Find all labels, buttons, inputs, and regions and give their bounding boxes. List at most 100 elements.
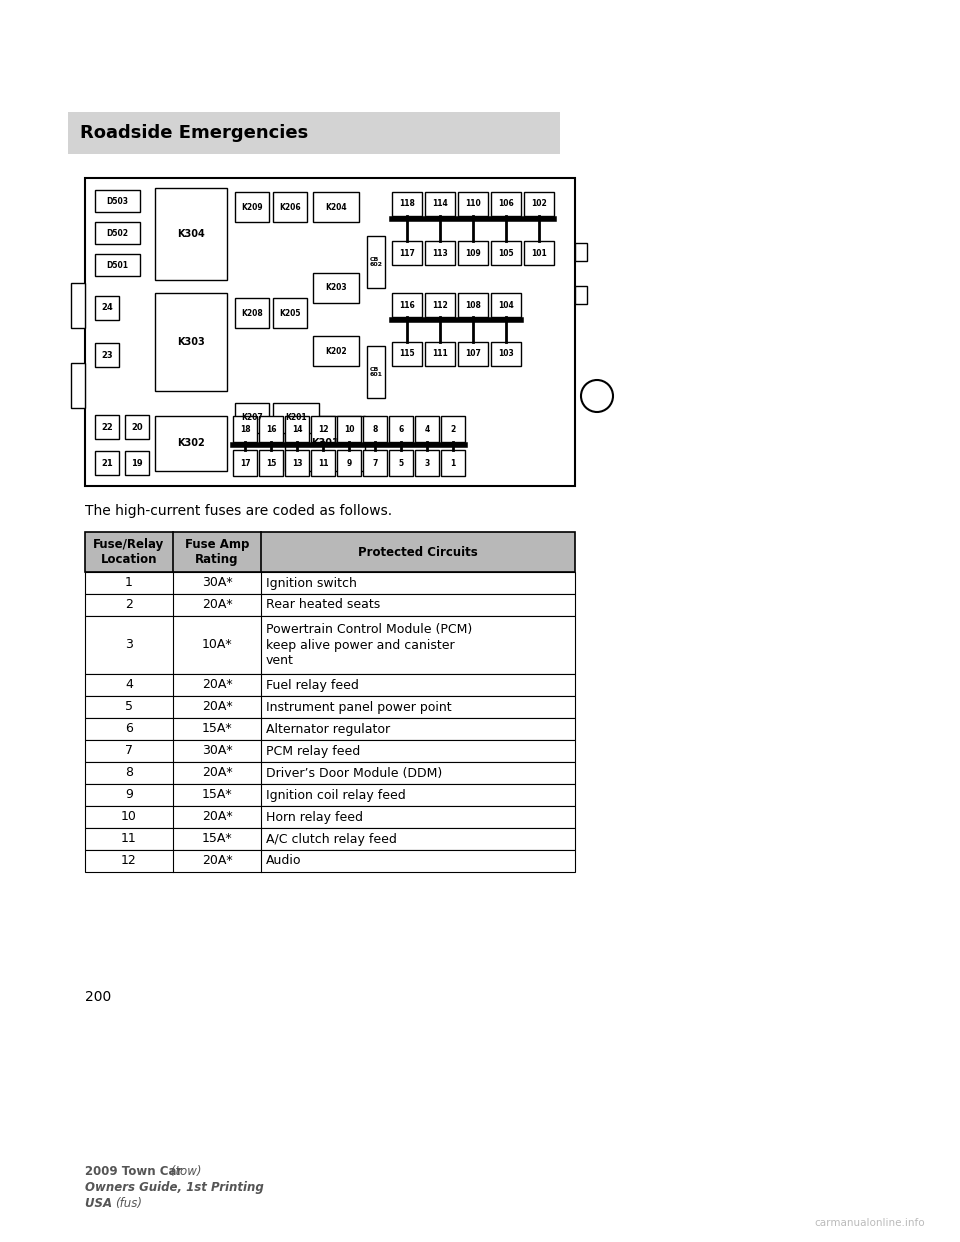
Text: K205: K205: [279, 308, 300, 318]
Text: A/C clutch relay feed: A/C clutch relay feed: [266, 832, 396, 846]
Text: 104: 104: [498, 301, 514, 309]
Text: 15A*: 15A*: [202, 723, 232, 735]
Bar: [313, 193, 359, 222]
Text: 20A*: 20A*: [202, 678, 232, 692]
Bar: [389, 416, 413, 442]
Bar: [425, 342, 455, 366]
Bar: [95, 255, 140, 276]
Text: 9: 9: [125, 789, 132, 801]
Bar: [235, 193, 269, 222]
Text: 8: 8: [372, 425, 377, 433]
Text: 14: 14: [292, 425, 302, 433]
Text: 109: 109: [466, 248, 481, 257]
Bar: [363, 450, 387, 476]
Text: 106: 106: [498, 200, 514, 209]
Text: 3: 3: [424, 458, 430, 467]
Bar: [313, 273, 359, 303]
Bar: [285, 416, 365, 471]
Bar: [155, 416, 227, 471]
Bar: [259, 416, 283, 442]
Bar: [363, 416, 387, 442]
Bar: [337, 450, 361, 476]
Text: 20: 20: [132, 422, 143, 431]
Circle shape: [581, 380, 613, 412]
Bar: [491, 193, 521, 216]
Text: 6: 6: [125, 723, 132, 735]
Text: 23: 23: [101, 350, 113, 359]
Bar: [85, 718, 575, 740]
Text: 22: 22: [101, 422, 113, 431]
Text: USA: USA: [85, 1197, 116, 1210]
Bar: [458, 241, 488, 265]
Bar: [285, 416, 309, 442]
Text: 114: 114: [432, 200, 448, 209]
Text: 12: 12: [318, 425, 328, 433]
Text: 30A*: 30A*: [202, 576, 232, 590]
Bar: [233, 416, 257, 442]
Text: Protected Circuits: Protected Circuits: [358, 545, 478, 559]
Text: 12: 12: [121, 854, 137, 867]
Text: 20A*: 20A*: [202, 599, 232, 611]
Text: Fuse/Relay
Location: Fuse/Relay Location: [93, 538, 164, 566]
Bar: [235, 402, 269, 433]
Text: 112: 112: [432, 301, 448, 309]
Text: 20A*: 20A*: [202, 766, 232, 780]
Bar: [95, 451, 119, 474]
Text: K207: K207: [241, 414, 263, 422]
Text: 107: 107: [465, 349, 481, 359]
Bar: [575, 243, 587, 261]
Text: 2009 Town Car: 2009 Town Car: [85, 1165, 182, 1177]
Bar: [95, 343, 119, 366]
Text: Roadside Emergencies: Roadside Emergencies: [80, 124, 308, 142]
Bar: [285, 450, 309, 476]
Text: 11: 11: [121, 832, 137, 846]
Bar: [392, 193, 422, 216]
Text: Ignition switch: Ignition switch: [266, 576, 357, 590]
Text: Owners Guide, 1st Printing: Owners Guide, 1st Printing: [85, 1181, 264, 1194]
Bar: [71, 363, 85, 409]
Text: 116: 116: [399, 301, 415, 309]
Text: 21: 21: [101, 458, 113, 467]
Bar: [491, 241, 521, 265]
Text: 113: 113: [432, 248, 448, 257]
Bar: [392, 293, 422, 317]
Bar: [85, 616, 575, 674]
Bar: [491, 342, 521, 366]
Bar: [367, 236, 385, 288]
Text: 13: 13: [292, 458, 302, 467]
Bar: [458, 193, 488, 216]
Bar: [85, 696, 575, 718]
Text: 7: 7: [125, 744, 133, 758]
Bar: [415, 416, 439, 442]
Text: (tow): (tow): [167, 1165, 202, 1177]
Text: K303: K303: [178, 337, 204, 347]
Bar: [524, 193, 554, 216]
Text: 2: 2: [125, 599, 132, 611]
Text: K201: K201: [285, 414, 307, 422]
Bar: [85, 850, 575, 872]
Bar: [233, 450, 257, 476]
Text: 20A*: 20A*: [202, 854, 232, 867]
Text: carmanualonline.info: carmanualonline.info: [815, 1218, 925, 1228]
Text: Alternator regulator: Alternator regulator: [266, 723, 390, 735]
Text: CB
601: CB 601: [370, 366, 382, 378]
Bar: [85, 532, 575, 573]
Text: K202: K202: [325, 347, 347, 355]
Bar: [155, 293, 227, 391]
Text: 105: 105: [498, 248, 514, 257]
Text: 4: 4: [125, 678, 132, 692]
Text: 24: 24: [101, 303, 113, 313]
Text: 103: 103: [498, 349, 514, 359]
Bar: [85, 674, 575, 696]
Bar: [85, 806, 575, 828]
Bar: [68, 112, 560, 154]
Bar: [155, 188, 227, 279]
Bar: [392, 241, 422, 265]
Text: 17: 17: [240, 458, 251, 467]
Text: K302: K302: [178, 438, 204, 448]
Text: Audio: Audio: [266, 854, 301, 867]
Text: 2: 2: [450, 425, 456, 433]
Text: 115: 115: [399, 349, 415, 359]
Bar: [85, 828, 575, 850]
Text: Ignition coil relay feed: Ignition coil relay feed: [266, 789, 406, 801]
